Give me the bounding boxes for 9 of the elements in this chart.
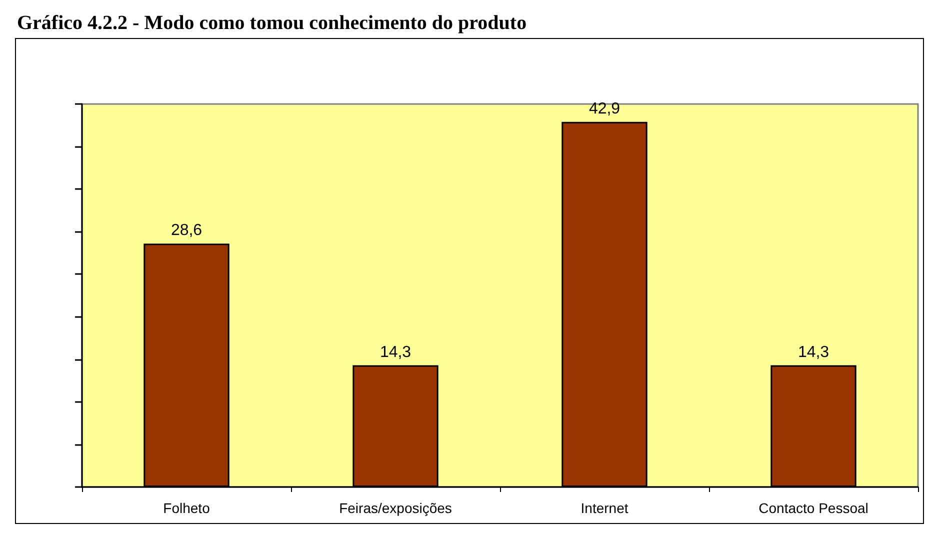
x-tick-label: Folheto	[163, 500, 210, 516]
chart-title: Gráfico 4.2.2 - Modo como tomou conhecimento do produto	[17, 12, 527, 34]
x-tick-label: Feiras/exposições	[339, 500, 452, 516]
x-tick-label: Internet	[580, 500, 628, 516]
data-label: 14,3	[380, 344, 412, 361]
x-tick-label: Contacto Pessoal	[758, 500, 868, 516]
data-label: 14,3	[798, 344, 830, 361]
data-label: 28,6	[170, 222, 202, 240]
data-label: 42,9	[588, 100, 620, 118]
